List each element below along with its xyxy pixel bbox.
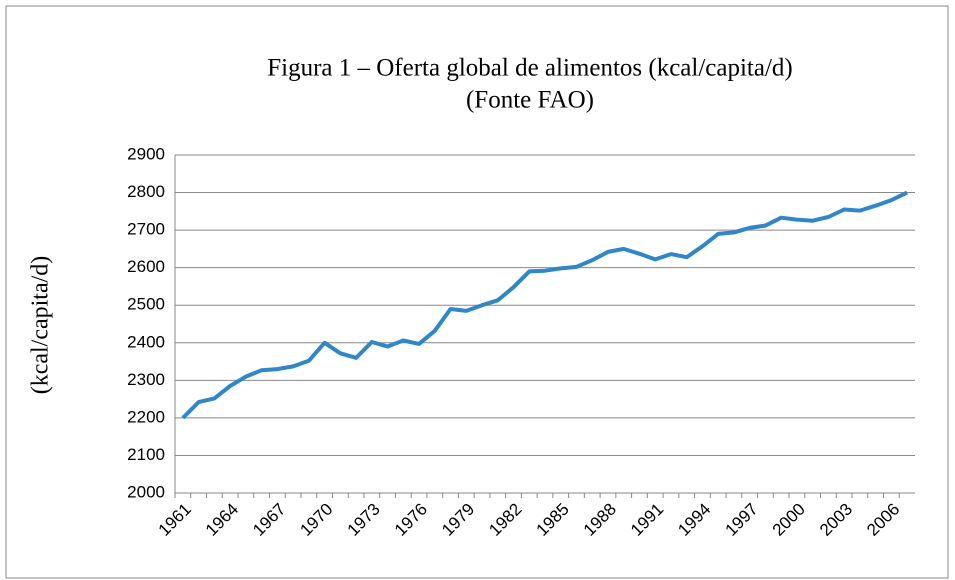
y-tick-label: 2200 bbox=[127, 407, 165, 426]
y-tick-label: 2100 bbox=[127, 445, 165, 464]
chart-title: Figura 1 – Oferta global de alimentos (k… bbox=[267, 55, 793, 82]
y-tick-label: 2400 bbox=[127, 332, 165, 351]
chart-border bbox=[5, 5, 949, 579]
y-tick-label: 2900 bbox=[127, 144, 165, 163]
y-tick-label: 2500 bbox=[127, 295, 165, 314]
y-axis-label: (kcal/capita/d) bbox=[28, 256, 54, 395]
y-tick-label: 2600 bbox=[127, 257, 165, 276]
y-tick-label: 2800 bbox=[127, 182, 165, 201]
y-tick-label: 2000 bbox=[127, 482, 165, 501]
line-series bbox=[181, 190, 908, 420]
y-tick-label: 2700 bbox=[127, 220, 165, 239]
y-tick-label: 2300 bbox=[127, 370, 165, 389]
chart-subtitle: (Fonte FAO) bbox=[466, 87, 594, 114]
